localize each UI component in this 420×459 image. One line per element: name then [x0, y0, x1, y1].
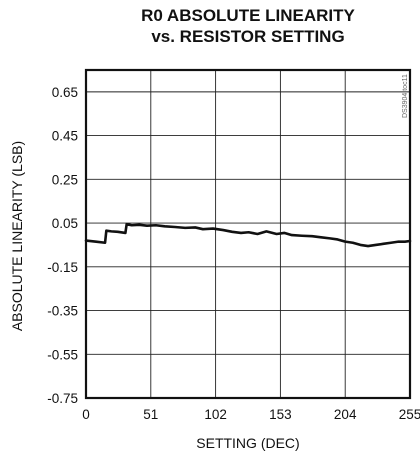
x-axis-label: SETTING (DEC) — [196, 435, 299, 451]
x-tick-label-5: 255 — [399, 407, 420, 422]
y-tick-label-2: 0.25 — [52, 172, 78, 187]
y-tick-label-6: -0.55 — [47, 347, 78, 362]
x-tick-label-2: 102 — [204, 407, 227, 422]
y-axis-label: ABSOLUTE LINEARITY (LSB) — [9, 141, 25, 331]
x-tick-label-3: 153 — [269, 407, 292, 422]
data-series — [84, 222, 412, 248]
y-tick-label-5: -0.35 — [47, 304, 78, 319]
figure-id-note: DS3904 toc11 — [402, 74, 409, 118]
plot-border — [84, 68, 412, 400]
plot-frame — [84, 68, 412, 400]
x-tick-label-1: 51 — [143, 407, 158, 422]
y-tick-label-4: -0.15 — [47, 260, 78, 275]
grid-lines — [85, 70, 411, 399]
chart-title-line-2: vs. RESISTOR SETTING — [151, 27, 344, 46]
tick-labels: 0.65 0.45 0.25 0.05 -0.15 -0.35 -0.55 -0.75 0 51 1… — [47, 85, 420, 422]
chart-title-line-1: R0 ABSOLUTE LINEARITY — [141, 6, 355, 25]
y-tick-label-3: 0.05 — [52, 216, 78, 231]
y-tick-label-1: 0.45 — [52, 129, 78, 144]
y-tick-label-7: -0.75 — [47, 391, 78, 406]
series-line-0 — [84, 222, 412, 248]
x-tick-label-4: 204 — [334, 407, 357, 422]
x-tick-label-0: 0 — [82, 407, 90, 422]
y-tick-label-0: 0.65 — [52, 85, 78, 100]
